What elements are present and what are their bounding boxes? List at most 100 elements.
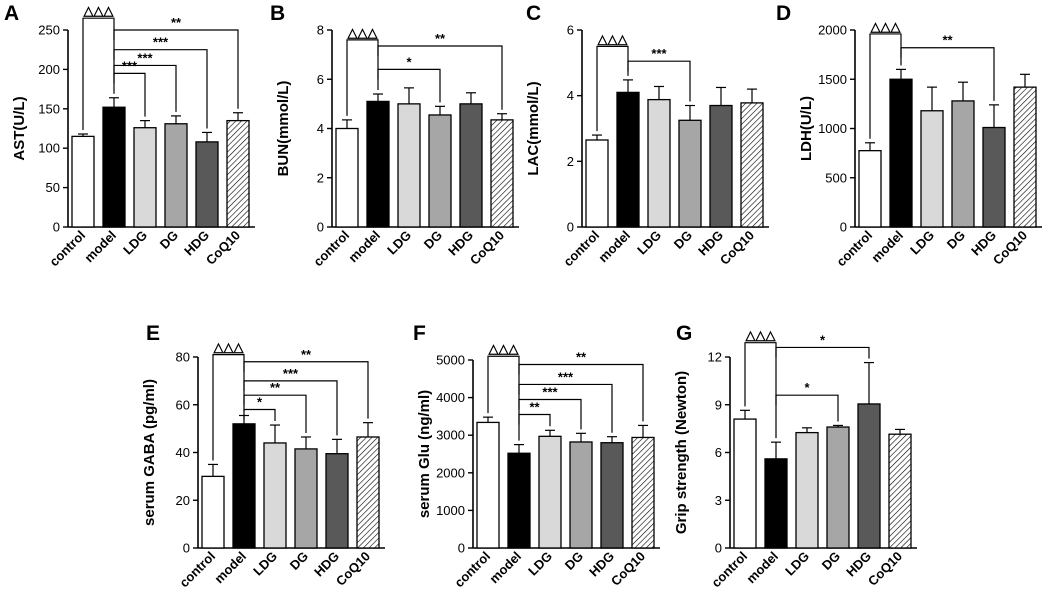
significance-label: △△△ [347, 25, 379, 40]
y-tick-label: 0 [715, 541, 722, 556]
error-bar-CoQ10 [638, 424, 648, 438]
bar-DG [569, 441, 593, 549]
bar-DG [294, 448, 318, 549]
bar-DG [951, 100, 975, 228]
error-bar-DG [435, 105, 445, 115]
x-tick-label: LDG [525, 549, 555, 579]
error-bar-DG [833, 424, 843, 428]
x-tick-label: model [345, 228, 383, 266]
y-tick-label: 4 [567, 88, 574, 103]
error-bar-control [740, 409, 750, 420]
significance-label: △△△ [745, 328, 777, 343]
significance-label: ** [301, 347, 312, 362]
significance-label: *** [283, 366, 299, 381]
error-bar-LDG [140, 120, 150, 128]
significance-bracket: * [243, 395, 276, 422]
y-tick-label: 4000 [436, 390, 465, 405]
significance-bracket: *** [518, 369, 613, 433]
error-bar-DG [171, 115, 181, 124]
bar-model [889, 78, 913, 228]
error-bar-HDG [332, 438, 342, 454]
y-axis-label: LAC(mmol/L) [525, 81, 542, 175]
significance-bracket: *** [627, 46, 691, 102]
bar-control [71, 135, 95, 228]
x-tick-label: model [595, 228, 633, 266]
y-tick-label: 3 [715, 493, 722, 508]
significance-label: *** [542, 384, 558, 399]
error-bar-CoQ10 [497, 113, 507, 120]
significance-bracket: *** [113, 35, 208, 129]
error-bar-model [896, 68, 906, 80]
significance-label: ** [435, 31, 446, 46]
error-bar-CoQ10 [1020, 73, 1030, 88]
panel-label: C [526, 2, 541, 25]
significance-bracket: *** [518, 384, 582, 430]
y-tick-label: 12 [708, 350, 722, 365]
significance-label: * [804, 380, 810, 395]
x-tick-label: CoQ10 [990, 228, 1030, 268]
error-bar-HDG [864, 361, 874, 404]
significance-bracket: ** [113, 15, 239, 109]
y-tick-label: 4 [317, 121, 324, 136]
significance-bracket: ** [243, 380, 307, 433]
bar-LDG [795, 431, 819, 549]
x-tick-label: DG [671, 228, 695, 252]
x-tick-label: DG [157, 228, 181, 252]
error-bar-LDG [654, 85, 664, 100]
y-tick-label: 0 [183, 541, 190, 556]
y-tick-label: 1500 [818, 72, 847, 87]
significance-label: ** [171, 15, 182, 30]
panel-label: G [676, 322, 692, 345]
bar-model [102, 106, 126, 228]
x-tick-label: LDG [782, 549, 812, 579]
bar-LDG [397, 103, 421, 228]
y-tick-label: 6 [567, 23, 574, 38]
x-tick-label: CoQ10 [333, 549, 373, 589]
y-tick-label: 500 [825, 170, 847, 185]
x-tick-label: CoQ10 [608, 549, 648, 589]
bar-model [764, 458, 788, 549]
bar-CoQ10 [631, 436, 655, 549]
significance-bracket: *** [243, 366, 338, 436]
x-tick-label: LDG [120, 228, 150, 258]
x-tick-label: DG [287, 549, 311, 573]
significance-label: *** [153, 35, 169, 50]
significance-label: * [406, 54, 412, 69]
x-tick-label: CoQ10 [717, 228, 757, 268]
error-bar-DG [576, 432, 586, 442]
x-tick-label: model [486, 549, 524, 587]
x-tick-label: CoQ10 [203, 228, 243, 268]
y-tick-label: 0 [317, 220, 324, 235]
x-tick-label: DG [421, 228, 445, 252]
panel-label: B [270, 2, 285, 25]
y-tick-label: 2 [317, 170, 324, 185]
y-tick-label: 0 [567, 220, 574, 235]
bar-HDG [459, 103, 483, 228]
error-bar-control [78, 133, 88, 137]
error-bar-LDG [545, 429, 555, 437]
bar-model [507, 452, 531, 549]
error-bar-control [592, 134, 602, 140]
bar-DG [678, 119, 702, 228]
bar-control [476, 421, 500, 549]
significance-bracket: △△△ [744, 328, 777, 439]
significance-label: △△△ [870, 19, 902, 34]
significance-bracket: △△△ [346, 25, 379, 116]
y-tick-label: 2000 [436, 465, 465, 480]
bar-CoQ10 [888, 433, 912, 549]
significance-bracket: ** [243, 347, 369, 419]
x-tick-label: DG [562, 549, 586, 573]
significance-label: ** [576, 350, 587, 365]
bar-control [585, 139, 609, 228]
bar-DG [164, 123, 188, 228]
significance-label: *** [558, 369, 574, 384]
significance-label: ** [529, 400, 540, 415]
